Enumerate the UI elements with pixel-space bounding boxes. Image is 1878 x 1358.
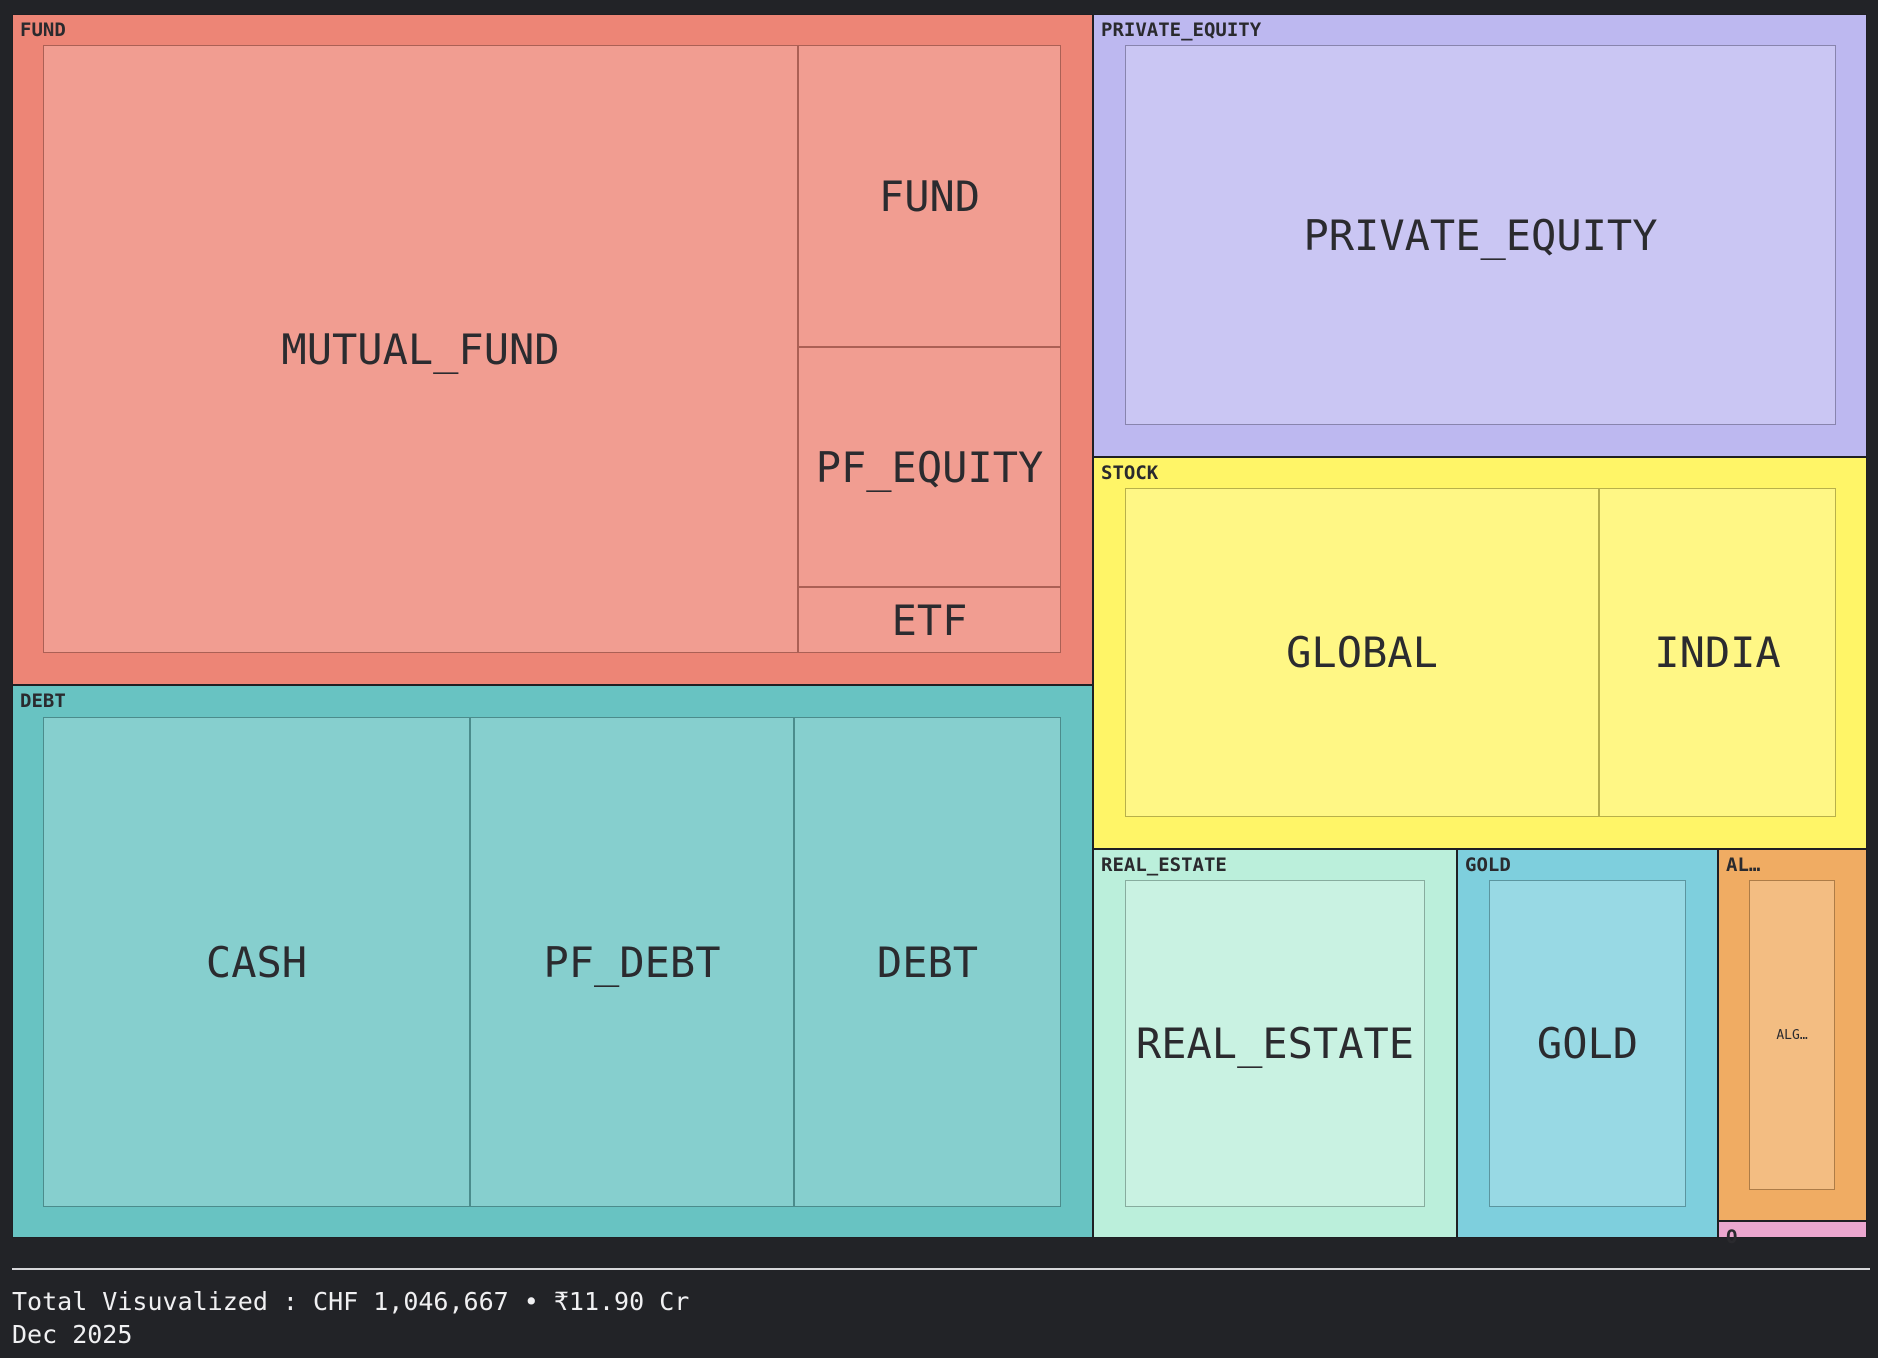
group-label: PRIVATE_EQUITY	[1101, 19, 1262, 41]
group-label: O	[1726, 1226, 1738, 1248]
group-label: AL…	[1726, 854, 1761, 876]
leaf-etf[interactable]: ETF	[798, 587, 1061, 653]
group-o[interactable]: O	[1718, 1221, 1867, 1248]
footer-divider	[12, 1268, 1870, 1270]
leaf-gold[interactable]: GOLD	[1489, 880, 1686, 1207]
leaf-mutual-fund[interactable]: MUTUAL_FUND	[43, 45, 798, 653]
leaf-fund[interactable]: FUND	[798, 45, 1061, 347]
leaf-alg[interactable]: ALG…	[1749, 880, 1835, 1190]
leaf-pf-debt[interactable]: PF_DEBT	[470, 717, 794, 1207]
group-label: STOCK	[1101, 462, 1159, 484]
leaf-india[interactable]: INDIA	[1599, 488, 1836, 817]
leaf-cash[interactable]: CASH	[43, 717, 470, 1207]
leaf-private-equity[interactable]: PRIVATE_EQUITY	[1125, 45, 1836, 425]
leaf-global[interactable]: GLOBAL	[1125, 488, 1599, 817]
group-label: GOLD	[1465, 854, 1511, 876]
leaf-pf-equity[interactable]: PF_EQUITY	[798, 347, 1061, 587]
period-text: Dec 2025	[12, 1320, 133, 1349]
leaf-real-estate[interactable]: REAL_ESTATE	[1125, 880, 1425, 1207]
leaf-debt[interactable]: DEBT	[794, 717, 1061, 1207]
group-label: REAL_ESTATE	[1101, 854, 1227, 876]
group-label: DEBT	[20, 690, 66, 712]
total-visualized-text: Total Visuvalized : CHF 1,046,667 • ₹11.…	[12, 1287, 690, 1316]
group-label: FUND	[20, 19, 66, 41]
